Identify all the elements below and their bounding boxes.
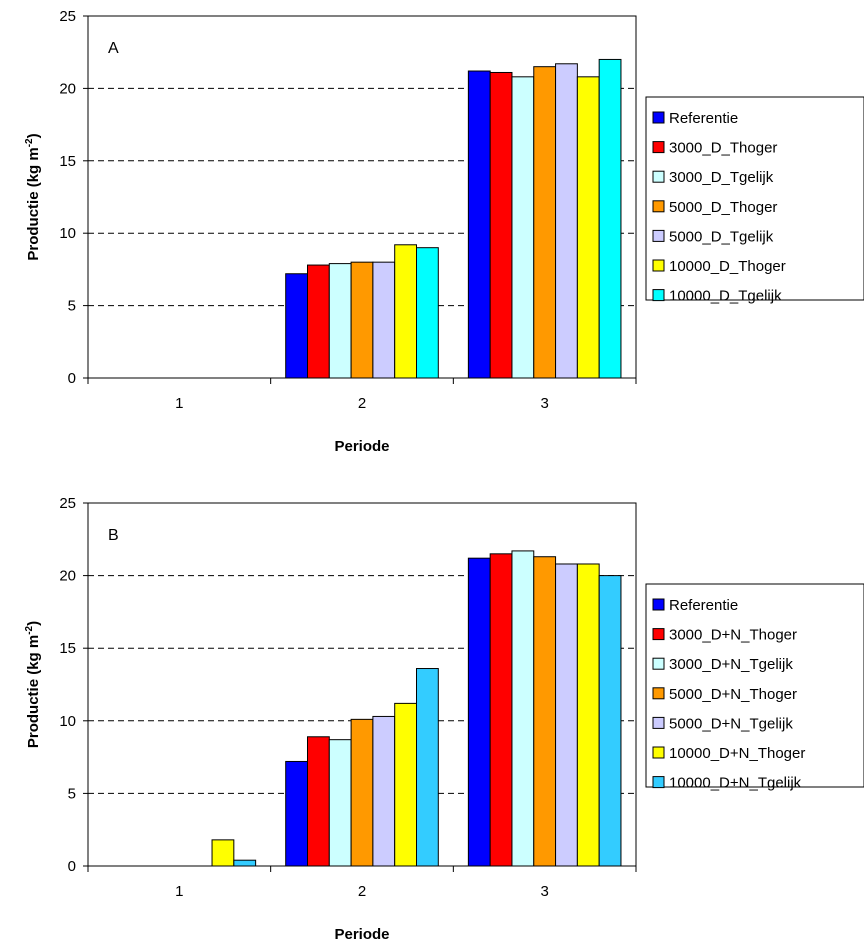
y-axis-title: Productie (kg m-2) — [24, 621, 42, 748]
bar — [576, 563, 600, 867]
y-tick-label: 25 — [59, 495, 76, 512]
y-tick-label: 20 — [59, 80, 76, 97]
x-tick-label: 1 — [175, 883, 183, 900]
y-tick-label: 25 — [59, 8, 76, 25]
y-axis-title-main: Productie (kg m — [25, 147, 42, 260]
legend-swatch — [652, 170, 665, 183]
y-tick-label: 15 — [59, 153, 76, 170]
x-tick-label: 2 — [358, 395, 366, 412]
y-tick-label: 20 — [59, 568, 76, 585]
bar — [285, 273, 309, 379]
bar — [307, 736, 330, 867]
x-axis-title: Periode — [334, 926, 389, 942]
bar — [233, 859, 257, 867]
legend-label: 5000_D_Tgelijk — [669, 228, 774, 245]
legend-label: 10000_D+N_Tgelijk — [669, 775, 802, 792]
legend-label: 10000_D_Tgelijk — [669, 288, 782, 305]
bar — [394, 702, 418, 867]
bar — [328, 263, 352, 379]
legend-swatch — [652, 598, 665, 611]
y-tick-label: 5 — [68, 298, 76, 315]
bar — [350, 718, 374, 867]
bar — [533, 66, 557, 379]
legend-label: Referentie — [669, 110, 738, 127]
bar — [307, 264, 330, 379]
legend-swatch — [652, 200, 665, 213]
legend-label: 3000_D+N_Tgelijk — [669, 656, 793, 673]
bar — [489, 71, 513, 379]
legend-box — [645, 583, 864, 788]
y-axis-title-end: ) — [25, 621, 42, 626]
y-axis-title-end: ) — [25, 133, 42, 138]
bar — [598, 575, 622, 867]
chart-panel-b: 0 5 10 15 20 25 1 2 3 B Periode Productie (kg m-2) R… — [24, 495, 864, 943]
panel-label: A — [108, 40, 119, 57]
bar — [489, 553, 513, 867]
bar — [394, 244, 418, 379]
y-tick-label: 10 — [59, 713, 76, 730]
y-tick-label: 5 — [68, 785, 76, 802]
legend-swatch — [652, 687, 665, 700]
y-tick-label: 0 — [68, 858, 76, 875]
y-tick-label: 10 — [59, 225, 76, 242]
legend-label: 5000_D+N_Thoger — [669, 686, 797, 703]
panel-label: B — [108, 527, 119, 544]
legend-swatch — [652, 289, 665, 302]
x-tick-label: 1 — [175, 395, 183, 412]
y-tick-label: 15 — [59, 640, 76, 657]
y-tick-label: 0 — [68, 370, 76, 387]
legend-swatch — [652, 716, 665, 729]
legend-swatch — [652, 776, 665, 789]
legend-box — [645, 96, 864, 301]
bar — [511, 76, 535, 379]
bar — [416, 247, 439, 379]
bar — [467, 70, 491, 379]
bar — [511, 550, 535, 867]
x-tick-label: 3 — [540, 395, 548, 412]
bar — [576, 76, 600, 379]
legend-swatch — [652, 141, 665, 154]
legend-label: 5000_D+N_Tgelijk — [669, 715, 793, 732]
legend-swatch — [652, 628, 665, 641]
legend-swatch — [652, 229, 665, 242]
legend: Referentie 3000_D+N_Thoger 3000_D+N_Tgelij… — [645, 583, 864, 792]
legend: Referentie 3000_D_Thoger 3000_D_Tgelijk 500… — [645, 96, 864, 305]
legend-swatch — [652, 111, 665, 124]
bar — [372, 261, 396, 379]
legend-label: 3000_D_Thoger — [669, 140, 777, 157]
legend-label: 10000_D_Thoger — [669, 258, 786, 275]
x-tick-label: 3 — [540, 883, 548, 900]
y-axis-title: Productie (kg m-2) — [24, 133, 42, 260]
x-tick-label: 2 — [358, 883, 366, 900]
bar — [555, 563, 578, 867]
bar — [328, 739, 352, 867]
bar — [350, 261, 374, 379]
legend-label: Referentie — [669, 597, 738, 614]
legend-label: 3000_D+N_Thoger — [669, 627, 797, 644]
legend-label: 3000_D_Tgelijk — [669, 169, 774, 186]
legend-label: 10000_D+N_Thoger — [669, 745, 805, 762]
bar — [416, 668, 439, 867]
bar — [372, 715, 396, 867]
chart-panel-a: 0 5 10 15 20 25 1 2 3 A Periode Productie (kg m-2) R… — [24, 8, 864, 455]
legend-swatch — [652, 259, 665, 272]
legend-swatch — [652, 746, 665, 759]
bar — [555, 63, 578, 379]
y-axis-title-main: Productie (kg m — [25, 635, 42, 748]
y-axis-title-sup: -2 — [24, 138, 35, 147]
bar — [285, 760, 309, 867]
bar — [211, 839, 235, 867]
bar — [467, 557, 491, 867]
y-axis-title-sup: -2 — [24, 625, 35, 634]
x-axis-title: Periode — [334, 438, 389, 455]
bar — [598, 58, 622, 379]
bar — [533, 556, 557, 867]
legend-label: 5000_D_Thoger — [669, 199, 777, 216]
legend-swatch — [652, 657, 665, 670]
